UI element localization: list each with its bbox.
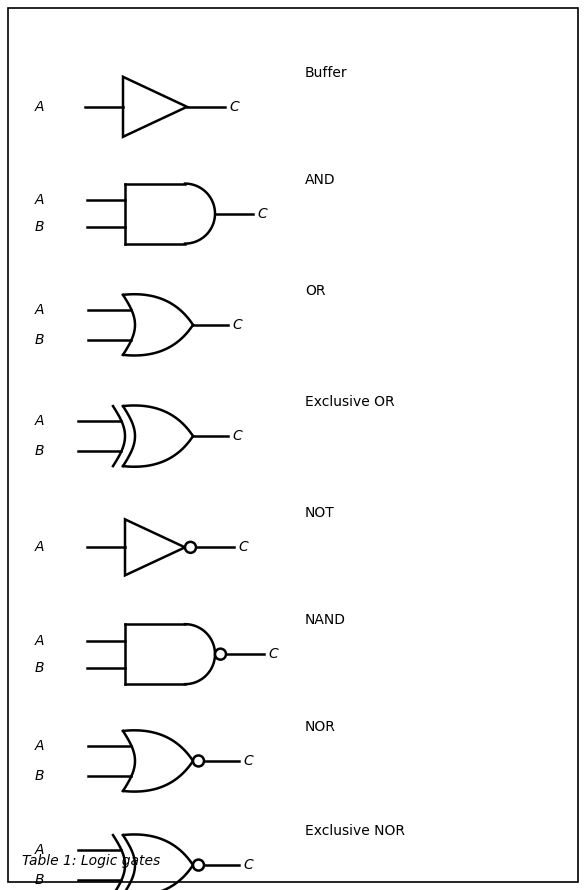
Text: $A$: $A$: [34, 739, 45, 753]
Text: Table 1: Logic gates: Table 1: Logic gates: [22, 854, 160, 868]
Text: $A$: $A$: [34, 634, 45, 648]
Text: $B$: $B$: [35, 660, 45, 675]
Text: $C$: $C$: [232, 429, 244, 443]
Text: $A$: $A$: [34, 193, 45, 207]
Text: $C$: $C$: [243, 754, 255, 768]
Text: Exclusive OR: Exclusive OR: [305, 395, 394, 409]
Text: $A$: $A$: [34, 843, 45, 857]
Text: $C$: $C$: [238, 540, 250, 554]
Text: $C$: $C$: [232, 318, 244, 332]
Text: $B$: $B$: [35, 220, 45, 234]
Circle shape: [215, 649, 226, 659]
Text: NOT: NOT: [305, 506, 335, 521]
Text: $B$: $B$: [35, 333, 45, 347]
Text: $A$: $A$: [34, 414, 45, 428]
Text: OR: OR: [305, 284, 325, 298]
Text: $A$: $A$: [34, 540, 45, 554]
Text: $A$: $A$: [34, 100, 45, 114]
Text: $C$: $C$: [243, 858, 255, 872]
Text: $B$: $B$: [35, 769, 45, 783]
Text: $C$: $C$: [229, 100, 241, 114]
Text: $B$: $B$: [35, 444, 45, 458]
Text: Exclusive NOR: Exclusive NOR: [305, 824, 405, 838]
Circle shape: [193, 756, 204, 766]
Text: $C$: $C$: [268, 647, 280, 661]
Text: NAND: NAND: [305, 613, 346, 627]
Circle shape: [185, 542, 196, 553]
Text: $B$: $B$: [35, 873, 45, 887]
Text: NOR: NOR: [305, 720, 336, 734]
Circle shape: [193, 860, 204, 870]
Text: $A$: $A$: [34, 303, 45, 317]
Text: $C$: $C$: [257, 206, 268, 221]
Text: Buffer: Buffer: [305, 66, 347, 80]
Text: AND: AND: [305, 173, 336, 187]
